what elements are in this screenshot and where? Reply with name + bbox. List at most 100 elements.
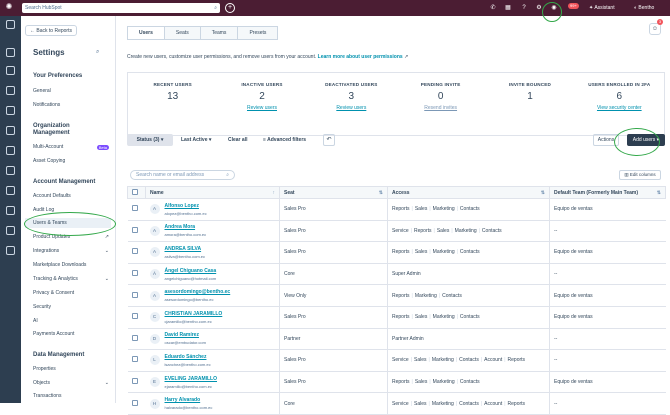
phone-icon[interactable]: ✆ [490,5,496,11]
header-access[interactable]: Access ⇅ [387,186,550,199]
service-icon[interactable] [6,146,15,155]
checkbox[interactable] [131,334,138,341]
advanced-filters-button[interactable]: ≡ Advanced filters [263,134,306,146]
marketplace-icon[interactable]: ▦ [505,5,511,11]
sidebar-item-transactions[interactable]: Transactions [33,393,109,399]
checkbox[interactable] [131,313,138,320]
row-checkbox-cell[interactable] [127,284,146,307]
header-default-team[interactable]: Default Team (Formerly Main Team) ⇅ [549,186,666,199]
undo-icon[interactable]: ↶ [323,134,335,146]
settings-search-icon[interactable]: ⌕ [96,49,100,55]
sidebar-item-notifications[interactable]: Notifications [33,102,109,108]
user-search-input[interactable]: Search name or email address ⌕ [130,170,235,180]
assistant-button[interactable]: ✦ Assistant [589,5,615,11]
back-to-reports-button[interactable]: ← Back to Reports [25,25,77,36]
library-icon[interactable] [6,226,15,235]
checkbox[interactable] [131,226,138,233]
account-menu[interactable]: ◐ Bentho [634,5,655,11]
hubspot-logo-icon[interactable]: ✺ [5,2,13,11]
marketing-icon[interactable] [6,66,15,75]
sidebar-item-integrations[interactable]: Integrations ⌄ [33,248,109,254]
table-row[interactable]: Á Ángel Chiguano Casa angelchiguano@hotmai… [127,263,666,286]
row-checkbox-cell[interactable] [127,198,146,221]
user-name-link[interactable]: EVELING JARAMILLO [164,375,218,382]
table-row[interactable]: A Alfonso Lopez alopez@bentho.com.ec Sales … [127,198,666,221]
user-name-link[interactable]: asesordomingo@bentho.ec [164,289,231,296]
settings-gear-icon[interactable]: ⚙ [536,5,542,11]
view-security-center-link[interactable]: View security center [596,105,642,111]
sort-up-icon[interactable]: ↑ [272,189,276,196]
reporting-icon[interactable] [6,186,15,195]
row-checkbox-cell[interactable] [127,306,146,329]
checkbox[interactable] [131,248,138,255]
tab-teams[interactable]: Teams [200,26,239,40]
select-all-checkbox[interactable] [127,186,146,199]
global-search-input[interactable]: Search HubSpot ⌕ [22,3,220,13]
sidebar-item-product-updates[interactable]: Product Updates ↗ [33,234,109,240]
header-name[interactable]: Name ↑ [145,186,280,199]
contacts-icon[interactable] [6,48,15,57]
review-users-link[interactable]: Review users [336,105,367,111]
sidebar-item-security[interactable]: Security [33,304,109,310]
create-plus-button[interactable]: + [225,3,235,13]
checkbox[interactable] [131,291,138,298]
tab-users[interactable]: Users [127,26,165,40]
sidebar-item-ai[interactable]: AI [33,318,109,324]
help-icon[interactable]: ? [522,5,526,11]
automation-icon[interactable] [6,166,15,175]
row-checkbox-cell[interactable] [127,263,146,286]
sidebar-item-multi-account[interactable]: Multi-Account Beta [33,144,109,150]
tab-seats[interactable]: Seats [164,26,201,40]
user-name-link[interactable]: David Ramírez [164,332,199,339]
row-checkbox-cell[interactable] [127,328,146,351]
user-name-link[interactable]: Eduardo Sánchez [164,353,207,360]
content-icon[interactable] [6,86,15,95]
sidebar-item-audit-log[interactable]: Audit Log [33,207,109,213]
table-row[interactable]: A Andrea Mora amora@bentho.com.ec Sales Pro… [127,220,666,243]
user-name-link[interactable]: Harry Alvarado [164,397,201,404]
data-icon[interactable] [6,206,15,215]
user-name-link[interactable]: Alfonso Lopez [164,202,199,209]
sidebar-item-account-defaults[interactable]: Account Defaults [33,193,109,199]
user-name-link[interactable]: Andrea Mora [164,224,196,231]
table-row[interactable]: D David Ramírez oscar@embudator.com Partner… [127,328,666,351]
row-checkbox-cell[interactable] [127,392,146,415]
sidebar-item-privacy-consent[interactable]: Privacy & Consent [33,290,109,296]
table-row[interactable]: L Eduardo Sánchez lsanchez@bentho.com.ec Sa… [127,349,666,372]
collapse-icon[interactable] [6,246,15,255]
sidebar-item-objects[interactable]: Objects ⌄ [33,380,109,386]
sidebar-item-general[interactable]: General [33,88,109,94]
row-checkbox-cell[interactable] [127,349,146,372]
checkbox[interactable] [131,356,138,363]
status-filter[interactable]: Status (3) ▾ [127,134,173,146]
learn-more-link[interactable]: Learn more about user permissions [317,54,403,60]
table-row[interactable]: C CHRISTIAN JARAMILLO cjaramillo@bentho.co… [127,306,666,329]
last-active-filter[interactable]: Last Active ▾ [181,137,212,143]
commerce-icon[interactable] [6,126,15,135]
user-name-link[interactable]: ANDREA SILVA [164,245,202,252]
tab-presets[interactable]: Presets [238,26,279,40]
table-row[interactable]: A ANDREA SILVA asilva@bentho.com.ec Sales P… [127,241,666,264]
sidebar-item-asset-copying[interactable]: Asset Copying [33,158,109,164]
user-name-link[interactable]: Ángel Chiguano Casa [164,267,217,274]
user-name-link[interactable]: CHRISTIAN JARAMILLO [164,310,223,317]
checkbox[interactable] [131,270,138,277]
header-seat[interactable]: Seat ⇅ [279,186,388,199]
sidebar-item-payments-account[interactable]: Payments Account [33,331,109,337]
sort-icon[interactable]: ⇅ [378,189,383,196]
edit-columns-button[interactable]: ▥ Edit columns [619,170,661,180]
resend-invites-link[interactable]: Resend invites [424,105,458,111]
sales-icon[interactable] [6,106,15,115]
sort-icon[interactable]: ⇅ [656,189,661,196]
clear-all-button[interactable]: Clear all [228,137,248,143]
table-row[interactable]: H Harry Alvarado halvarado@bentho.com.ec Co… [127,392,666,415]
checkbox[interactable] [132,188,138,195]
sidebar-item-marketplace-downloads[interactable]: Marketplace Downloads [33,262,109,268]
sort-icon[interactable]: ⇅ [540,189,545,196]
help-widget-button[interactable]: ☺ [649,23,661,35]
checkbox[interactable] [131,205,138,212]
sidebar-item-properties[interactable]: Properties [33,366,109,372]
bookmark-icon[interactable] [6,20,15,29]
review-users-link[interactable]: Review users [246,105,277,111]
